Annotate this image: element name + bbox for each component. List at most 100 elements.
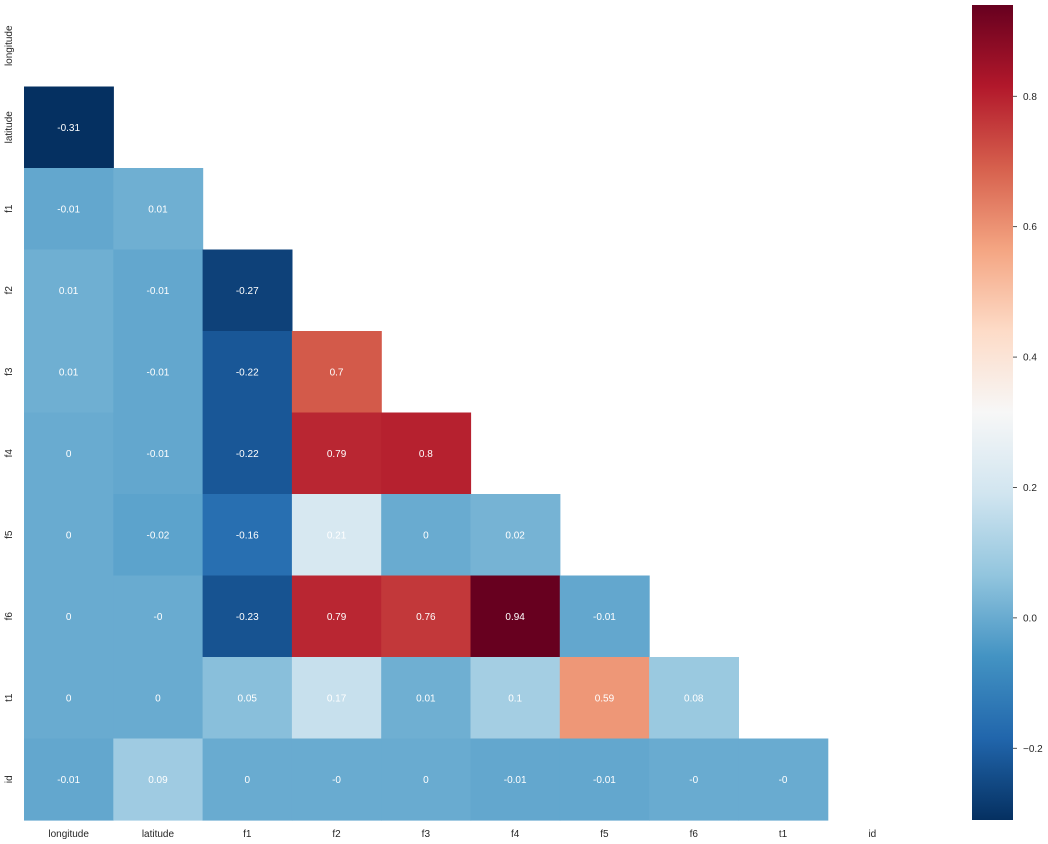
heatmap-cell-t1-f1 [202, 657, 293, 740]
heatmap-cell-f6-f2 [291, 575, 382, 658]
x-axis-tick-labels: longitude latitude f1 f2 f3 f4 f5 f6 t1 id [48, 829, 876, 840]
x-tick-label: f5 [600, 829, 609, 840]
heatmap-cell-id-t1 [738, 738, 829, 821]
cell-value-label: 0 [244, 775, 250, 786]
y-tick-label: t1 [4, 693, 15, 702]
heatmap-cell-t1-f6 [649, 657, 739, 740]
y-tick-label: f5 [4, 530, 15, 539]
heatmap-cell-t1-f3 [381, 657, 472, 740]
cell-value-label: -0.01 [593, 775, 616, 786]
cell-value-label: 0.7 [330, 367, 344, 378]
cell-value-label: -0.22 [236, 367, 259, 378]
cell-value-label: 0.79 [327, 612, 347, 623]
colorbar-tick-label: 0.2 [1023, 483, 1037, 494]
y-tick-label: latitude [4, 111, 15, 144]
x-tick-label: id [868, 829, 876, 840]
x-tick-label: t1 [779, 829, 788, 840]
heatmap-cell-labels: -0.31 -0.01 0.01 0.01 -0.01 -0.27 0.01 -0.01 -0.… [57, 123, 788, 786]
heatmap-cell-t1-f4 [470, 657, 561, 740]
cell-value-label: -0 [779, 775, 788, 786]
heatmap-cell-f2-latitude [113, 249, 204, 332]
heatmap-cell-f4-longitude [24, 412, 114, 495]
x-tick-label: f2 [332, 829, 341, 840]
heatmap-cell-f2-f1 [202, 249, 293, 332]
y-tick-label: longitude [4, 25, 15, 66]
cell-value-label: 0.02 [505, 530, 525, 541]
cell-value-label: 0 [66, 612, 72, 623]
heatmap-cell-f6-f5 [559, 575, 650, 658]
cell-value-label: -0.01 [504, 775, 527, 786]
cell-value-label: 0.01 [416, 693, 436, 704]
cell-value-label: 0.21 [327, 530, 347, 541]
colorbar-tick-label: 0.0 [1023, 613, 1037, 624]
cell-value-label: 0 [66, 530, 72, 541]
heatmap-cell-f5-f4 [470, 494, 561, 577]
heatmap-cell-f3-latitude [113, 331, 204, 414]
heatmap-cell-latitude-longitude [24, 86, 114, 169]
cell-value-label: -0.31 [57, 123, 80, 134]
cell-value-label: 0 [423, 530, 429, 541]
x-tick-label: longitude [48, 829, 89, 840]
heatmap-cell-f3-f2 [291, 331, 382, 414]
cell-value-label: -0.01 [593, 612, 616, 623]
x-tick-label: latitude [142, 829, 175, 840]
cell-value-label: 0.17 [327, 693, 347, 704]
heatmap-cell-f6-f3 [381, 575, 472, 658]
heatmap-cell-f6-longitude [24, 575, 114, 658]
heatmap-cell-f2-longitude [24, 249, 114, 332]
cell-value-label: -0 [689, 775, 698, 786]
heatmap-cell-t1-longitude [24, 657, 114, 740]
heatmap-cell-id-f6 [649, 738, 739, 821]
cell-value-label: -0.27 [236, 286, 259, 297]
cell-value-label: -0.02 [147, 530, 170, 541]
heatmap-cell-t1-f2 [291, 657, 382, 740]
heatmap-cell-f3-f1 [202, 331, 293, 414]
cell-value-label: 0.59 [595, 693, 615, 704]
cell-value-label: 0.08 [684, 693, 704, 704]
heatmap-cell-t1-f5 [559, 657, 650, 740]
x-tick-label: f4 [511, 829, 520, 840]
heatmap-cell-f4-latitude [113, 412, 204, 495]
x-tick-label: f3 [422, 829, 431, 840]
cell-value-label: 0 [66, 449, 72, 460]
heatmap-cell-f5-longitude [24, 494, 114, 577]
heatmap-cell-id-f1 [202, 738, 293, 821]
cell-value-label: -0 [153, 612, 162, 623]
heatmap-cell-f4-f1 [202, 412, 293, 495]
heatmap-cell-f4-f3 [381, 412, 472, 495]
cell-value-label: 0.01 [59, 367, 79, 378]
cell-value-label: -0.01 [147, 449, 170, 460]
cell-value-label: -0.22 [236, 449, 259, 460]
y-tick-label: f4 [4, 449, 15, 458]
heatmap-cell-f1-latitude [113, 168, 204, 251]
y-axis-tick-labels: longitude latitude f1 f2 f3 f4 f5 f6 t1 id [4, 25, 15, 783]
heatmap-cell-f5-f1 [202, 494, 293, 577]
heatmap-cell-f1-longitude [24, 168, 114, 251]
x-tick-label: f1 [243, 829, 252, 840]
colorbar-tick-label: −0.2 [1023, 744, 1043, 755]
heatmap-cell-id-f5 [559, 738, 650, 821]
cell-value-label: -0.16 [236, 530, 259, 541]
cell-value-label: 0.01 [148, 204, 168, 215]
colorbar-tick-label: 0.4 [1023, 353, 1037, 364]
x-tick-label: f6 [690, 829, 699, 840]
y-tick-label: id [4, 775, 15, 783]
heatmap-cell-id-latitude [113, 738, 204, 821]
cell-value-label: -0.01 [57, 204, 80, 215]
colorbar-ticks: −0.2 0.0 0.2 0.4 0.6 0.8 [1013, 92, 1043, 755]
heatmap-cell-id-f4 [470, 738, 561, 821]
heatmap-cell-f4-f2 [291, 412, 382, 495]
heatmap-cell-id-longitude [24, 738, 114, 821]
heatmap-cell-f6-latitude [113, 575, 204, 658]
heatmap-cell-f5-f2 [291, 494, 382, 577]
y-tick-label: f2 [4, 286, 15, 295]
cell-value-label: -0.23 [236, 612, 259, 623]
heatmap-cell-f5-f3 [381, 494, 472, 577]
heatmap-cell-f3-longitude [24, 331, 114, 414]
cell-value-label: 0.8 [419, 449, 433, 460]
colorbar: −0.2 0.0 0.2 0.4 0.6 0.8 [972, 5, 1043, 820]
cell-value-label: 0.76 [416, 612, 436, 623]
cell-value-label: -0 [332, 775, 341, 786]
cell-value-label: 0.05 [238, 693, 258, 704]
